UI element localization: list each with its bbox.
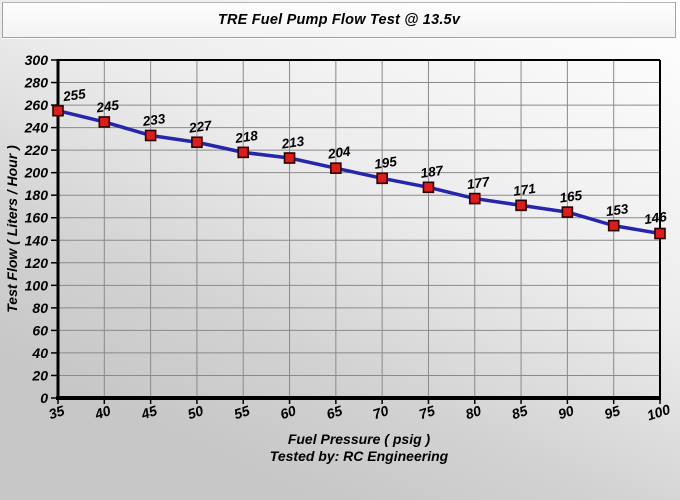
y-tick-label: 220	[24, 142, 49, 158]
data-point-marker	[98, 116, 111, 128]
x-tick-label: 95	[602, 402, 622, 422]
data-point-label: 227	[187, 118, 214, 136]
y-tick-label: 80	[32, 300, 48, 316]
data-point-label: 195	[373, 154, 398, 172]
data-point-label: 146	[643, 209, 668, 227]
data-point-label: 187	[420, 163, 446, 181]
data-point-marker	[654, 227, 666, 240]
x-tick-label: 40	[92, 402, 113, 422]
y-tick-label: 40	[31, 345, 48, 361]
y-tick-label: 180	[25, 187, 49, 203]
data-point-label: 218	[233, 128, 259, 146]
y-tick-label: 300	[25, 52, 49, 68]
axis-layer: 0 20 40 60 80 100 120 140 160 180 200 220 240 260 280 3…	[24, 52, 673, 423]
y-tick-label: 240	[24, 120, 49, 136]
data-point-label: 177	[466, 174, 492, 192]
grid-layer	[58, 60, 660, 398]
data-point-label: 233	[141, 111, 167, 129]
chart-title: TRE Fuel Pump Flow Test @ 13.5v	[217, 12, 461, 28]
y-tick-label: 140	[25, 232, 49, 248]
data-point-marker	[144, 129, 157, 142]
data-point-marker	[376, 172, 388, 185]
data-point-marker	[607, 219, 620, 232]
data-point-marker	[468, 192, 481, 205]
y-tick-label: 260	[24, 97, 49, 113]
data-point-label: 213	[280, 134, 306, 152]
x-tick-label: 60	[278, 402, 298, 422]
y-axis-title: Test Flow ( Liters / Hour )	[4, 145, 20, 313]
data-point-label: 153	[605, 201, 630, 219]
y-tick-label: 160	[25, 210, 49, 226]
x-tick-label: 100	[645, 401, 672, 424]
x-axis-title: Fuel Pressure ( psig )	[288, 431, 431, 447]
chart-title-bar: TRE Fuel Pump Flow Test @ 13.5v	[2, 2, 676, 38]
data-point-label: 255	[61, 86, 87, 104]
data-point-label: 204	[326, 144, 352, 162]
x-tick-label: 35	[47, 402, 67, 422]
data-point-marker	[561, 206, 574, 218]
x-tick-label: 80	[463, 402, 483, 422]
x-tick-label: 85	[510, 402, 530, 422]
line-series	[52, 104, 666, 240]
x-tick-label: 90	[556, 402, 576, 422]
y-tick-label: 280	[24, 75, 49, 91]
y-tick-label: 20	[31, 367, 48, 383]
x-tick-label: 65	[324, 402, 344, 422]
data-point-marker	[191, 136, 203, 149]
x-tick-label: 55	[232, 402, 252, 422]
x-tick-label: 75	[417, 402, 437, 422]
data-label-layer: 255 245 233 227 218 213 204 195 187 177 171 165 153 1…	[61, 86, 668, 227]
y-tick-label: 120	[25, 255, 49, 271]
x-tick-label: 70	[371, 402, 391, 422]
data-point-label: 165	[559, 188, 584, 206]
y-tick-label: 100	[25, 277, 49, 293]
series-line	[57, 108, 661, 236]
x-tick-label: 45	[138, 402, 159, 422]
data-point-marker	[283, 152, 296, 164]
data-point-marker	[515, 199, 527, 212]
data-point-label: 171	[512, 181, 536, 199]
y-tick-label: 200	[24, 165, 49, 181]
data-point-label: 245	[94, 97, 120, 115]
tested-by-note: Tested by: RC Engineering	[270, 448, 449, 464]
data-point-marker	[52, 104, 64, 117]
data-point-marker	[422, 181, 435, 194]
data-point-marker	[330, 162, 342, 174]
data-point-marker	[237, 146, 250, 159]
y-tick-label: 0	[40, 390, 48, 406]
x-tick-label: 50	[185, 402, 205, 422]
y-tick-label: 60	[32, 322, 48, 338]
